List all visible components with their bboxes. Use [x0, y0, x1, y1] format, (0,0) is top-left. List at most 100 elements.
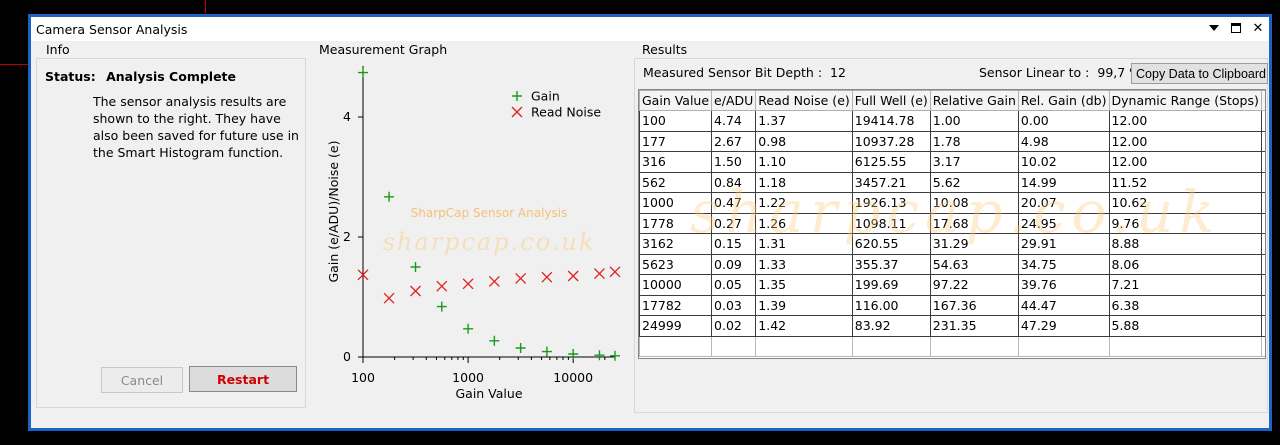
title-bar[interactable]: Camera Sensor Analysis ✕: [31, 17, 1269, 41]
info-panel: Info Status: Analysis Complete The senso…: [36, 41, 308, 411]
y-tick-label: 4: [343, 109, 351, 124]
table-cell: 8.06: [1108, 253, 1262, 275]
table-cell: 7.21: [1108, 274, 1262, 296]
table-cell: 1000: [639, 192, 713, 214]
gain-point: [568, 349, 579, 359]
gain-point: [541, 346, 552, 357]
table-cell: 0.15: [711, 233, 757, 255]
table-cell: 12.00: [1108, 151, 1262, 173]
table-cell: 0.00: [1017, 110, 1110, 132]
column-header[interactable]: Rel. Gain (db): [1017, 90, 1110, 111]
measurement-graph-panel: Measurement Graph SharpCap Sensor Analys…: [311, 41, 626, 416]
table-row[interactable]: 10000 0.05 1.35 199.69 97.22 39.76 7.21: [639, 274, 1265, 296]
table-cell: 5623: [639, 253, 713, 275]
desktop-red-line: [205, 0, 206, 14]
table-cell: 2.67: [711, 130, 757, 152]
table-cell: 1.22: [755, 192, 853, 214]
table-cell: 17782: [639, 294, 713, 316]
table-cell: 1.18: [755, 171, 853, 193]
table-cell: 199.69: [851, 274, 931, 296]
read-noise-point: [541, 271, 553, 283]
column-header[interactable]: Read Noise (e): [755, 90, 853, 111]
table-cell: [1260, 274, 1265, 296]
table-row[interactable]: 3162 0.15 1.31 620.55 31.29 29.91 8.88: [639, 233, 1265, 255]
table-cell: [1260, 130, 1265, 152]
graph-watermark-logo: sharpcap.co.uk: [383, 228, 596, 256]
cancel-button[interactable]: Cancel: [101, 367, 183, 393]
bit-depth-row: Measured Sensor Bit Depth : 12: [643, 65, 846, 80]
table-cell: 6125.55: [851, 151, 931, 173]
table-cell: 3162: [639, 233, 713, 255]
results-table: Gain Value e/ADU Read Noise (e) Full Well (…: [639, 90, 1265, 357]
table-row[interactable]: 316 1.50 1.10 6125.55 3.17 10.02 12.00: [639, 151, 1265, 173]
table-cell: 12.00: [1108, 130, 1262, 152]
camera-sensor-analysis-window: Camera Sensor Analysis ✕ Info Status: An…: [28, 14, 1272, 431]
status-value: Analysis Complete: [106, 69, 237, 84]
table-cell: 1.39: [755, 294, 853, 316]
restart-button[interactable]: Restart: [189, 366, 297, 392]
table-row[interactable]: 562 0.84 1.18 3457.21 5.62 14.99 11.52: [639, 171, 1265, 193]
results-panel-title: Results: [642, 42, 688, 57]
results-panel: Results Measured Sensor Bit Depth : 12 Se…: [634, 41, 1270, 413]
table-cell: [1260, 335, 1265, 357]
gain-point: [515, 343, 526, 353]
table-row[interactable]: 17782 0.03 1.39 116.00 167.36 44.47 6.38: [639, 294, 1265, 316]
column-header[interactable]: Gain Value: [639, 90, 713, 111]
column-header[interactable]: [1260, 90, 1265, 111]
table-cell: [1260, 110, 1265, 132]
table-cell: 4.98: [1017, 130, 1110, 152]
column-header[interactable]: e/ADU: [711, 90, 757, 111]
table-cell: 1.42: [755, 315, 853, 337]
table-cell: [1017, 335, 1110, 357]
table-cell: 4.74: [711, 110, 757, 132]
maximize-icon[interactable]: [1229, 20, 1243, 36]
table-cell: 167.36: [929, 294, 1019, 316]
table-cell: [755, 335, 853, 357]
table-cell: 6.38: [1108, 294, 1262, 316]
table-cell: [711, 335, 757, 357]
copy-to-clipboard-button[interactable]: Copy Data to Clipboard: [1131, 63, 1268, 84]
x-axis-label: Gain Value: [455, 386, 522, 401]
table-cell: [1260, 233, 1265, 255]
bit-depth-value: 12: [830, 65, 846, 80]
table-cell: 1098.11: [851, 212, 931, 234]
window-title: Camera Sensor Analysis: [36, 21, 188, 37]
read-noise-point: [383, 292, 395, 304]
table-cell: 620.55: [851, 233, 931, 255]
table-cell: 1.31: [755, 233, 853, 255]
results-table-container[interactable]: Gain Value e/ADU Read Noise (e) Full Well (…: [638, 89, 1266, 359]
table-cell: 9.76: [1108, 212, 1262, 234]
table-cell: 0.27: [711, 212, 757, 234]
table-cell: 17.68: [929, 212, 1019, 234]
graph-panel-title: Measurement Graph: [319, 42, 448, 57]
y-tick-label: 0: [343, 349, 351, 364]
gain-point: [594, 350, 605, 361]
read-noise-point: [567, 270, 579, 282]
table-row-empty[interactable]: [639, 335, 1265, 357]
table-row[interactable]: 24999 0.02 1.42 83.92 231.35 47.29 5.88: [639, 315, 1265, 337]
table-row[interactable]: 1778 0.27 1.26 1098.11 17.68 24.95 9.76: [639, 212, 1265, 234]
table-cell: 1926.13: [851, 192, 931, 214]
table-row[interactable]: 5623 0.09 1.33 355.37 54.63 34.75 8.06: [639, 253, 1265, 275]
table-row[interactable]: 1000 0.47 1.22 1926.13 10.08 20.07 10.62: [639, 192, 1265, 214]
column-header[interactable]: Full Well (e): [851, 90, 931, 111]
table-cell: 0.84: [711, 171, 757, 193]
dropdown-icon[interactable]: [1207, 20, 1221, 36]
table-cell: 5.88: [1108, 315, 1262, 337]
sensor-linear-value: 99,7 %: [1097, 65, 1142, 80]
table-cell: 5.62: [929, 171, 1019, 193]
table-row[interactable]: 177 2.67 0.98 10937.28 1.78 4.98 12.00: [639, 130, 1265, 152]
column-header[interactable]: Dynamic Range (Stops): [1108, 90, 1262, 111]
table-cell: 11.52: [1108, 171, 1262, 193]
table-row[interactable]: 100 4.74 1.37 19414.78 1.00 0.00 12.00: [639, 110, 1265, 132]
table-cell: [929, 335, 1019, 357]
table-cell: 10937.28: [851, 130, 931, 152]
table-cell: 3.17: [929, 151, 1019, 173]
table-cell: 0.02: [711, 315, 757, 337]
table-cell: [1260, 294, 1265, 316]
table-cell: 231.35: [929, 315, 1019, 337]
table-cell: 34.75: [1017, 253, 1110, 275]
close-icon[interactable]: ✕: [1252, 20, 1264, 36]
graph-panel-box: SharpCap Sensor Analysis sharpcap.co.uk 0 2…: [311, 58, 626, 416]
column-header[interactable]: Relative Gain: [929, 90, 1019, 111]
